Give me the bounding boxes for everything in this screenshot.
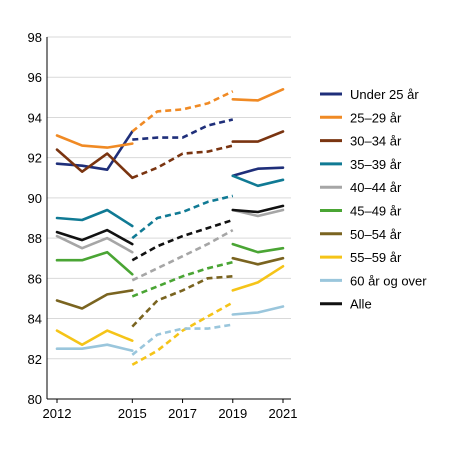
legend-label: 60 år og over xyxy=(350,273,427,288)
legend-label: 45–49 år xyxy=(350,204,402,219)
series-line-9-solid xyxy=(231,204,285,214)
series-line-1-dashed xyxy=(131,90,234,133)
series-line-9-solid xyxy=(55,228,134,246)
x-tick-label: 2015 xyxy=(118,406,147,421)
y-tick-label: 96 xyxy=(28,70,42,85)
series-line-3-dashed xyxy=(131,194,234,240)
y-tick-label: 82 xyxy=(28,352,42,367)
series-line-8-dashed xyxy=(131,323,234,356)
y-tick-label: 88 xyxy=(28,231,42,246)
series-line-2-dashed xyxy=(131,144,234,180)
series-line-5-solid xyxy=(55,250,134,276)
series-line-7-dashed xyxy=(131,301,234,366)
x-tick-label: 2021 xyxy=(269,406,298,421)
y-axis: 80 82 84 86 88 90 92 94 96 98 xyxy=(28,30,48,407)
legend-label: Under 25 år xyxy=(350,87,419,102)
legend-label: 55–59 år xyxy=(350,250,402,265)
series-line-8-solid xyxy=(55,343,134,353)
series-line-2-solid xyxy=(231,130,285,143)
series-line-9-dashed xyxy=(131,218,234,262)
legend-label: 30–34 år xyxy=(350,134,402,149)
series-line-0-solid xyxy=(231,166,285,178)
y-tick-label: 86 xyxy=(28,271,42,286)
y-tick-label: 84 xyxy=(28,312,42,327)
legend-label: Alle xyxy=(350,297,372,312)
series-line-1-solid xyxy=(231,88,285,102)
series-line-7-solid xyxy=(231,264,285,292)
series-line-3-solid xyxy=(231,174,285,188)
series-line-3-solid xyxy=(55,208,134,228)
plot-lines xyxy=(55,88,285,366)
x-tick-label: 2019 xyxy=(218,406,247,421)
series-line-0-solid xyxy=(55,130,134,171)
y-tick-label: 80 xyxy=(28,392,42,407)
grid xyxy=(47,36,291,360)
series-line-5-dashed xyxy=(131,260,234,298)
y-tick-label: 90 xyxy=(28,191,42,206)
legend-label: 40–44 år xyxy=(350,180,402,195)
series-line-8-solid xyxy=(231,305,285,316)
series-line-2-solid xyxy=(55,148,134,180)
x-tick-label: 2012 xyxy=(43,406,72,421)
x-axis: 2012 2015 2017 2019 2021 xyxy=(43,398,298,421)
legend-label: 25–29 år xyxy=(350,110,402,125)
series-line-6-solid xyxy=(231,256,285,266)
series-line-4-solid xyxy=(231,208,285,218)
series-line-4-solid xyxy=(55,234,134,254)
y-tick-label: 98 xyxy=(28,30,42,45)
series-line-5-solid xyxy=(231,242,285,254)
series-line-1-solid xyxy=(55,134,134,149)
legend-label: 35–39 år xyxy=(350,157,402,172)
series-line-7-solid xyxy=(55,329,134,347)
legend-label: 50–54 år xyxy=(350,227,402,242)
y-tick-label: 92 xyxy=(28,151,42,166)
series-line-6-solid xyxy=(55,289,134,310)
series-line-4-dashed xyxy=(131,228,234,282)
y-tick-label: 94 xyxy=(28,110,42,125)
x-tick-label: 2017 xyxy=(168,406,197,421)
legend: Under 25 år 25–29 år 30–34 år 35–39 år 40–44… xyxy=(320,87,427,312)
series-line-0-dashed xyxy=(132,118,234,141)
series-line-6-dashed xyxy=(131,275,233,328)
